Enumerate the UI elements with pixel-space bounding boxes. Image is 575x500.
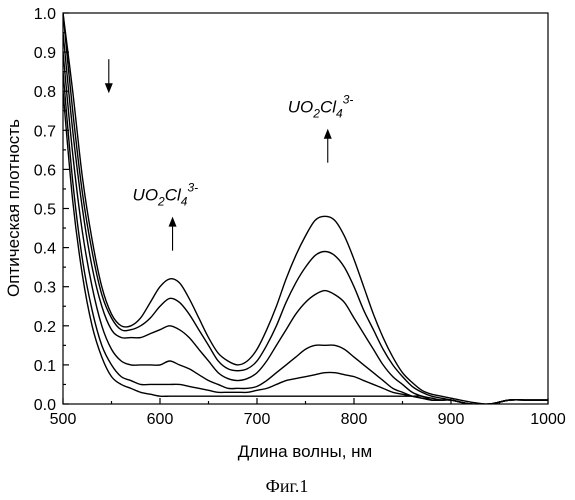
species-label-part: Cl: [165, 186, 182, 205]
spectrum-curves: [63, 13, 548, 404]
x-tick-label: 900: [438, 411, 465, 428]
species-label: UO2Cl43-: [288, 93, 354, 121]
y-tick-label: 0.4: [34, 241, 56, 258]
y-tick-label: 0.9: [34, 45, 56, 62]
y-tick-label: 1.0: [34, 6, 56, 23]
up-arrow-head: [169, 217, 177, 227]
spectrum-line-2: [63, 72, 548, 405]
y-axis-label: Оптическая плотность: [4, 119, 23, 297]
down-arrow-head: [105, 83, 113, 93]
species-label-part: UO: [288, 98, 314, 117]
y-tick-label: 0.2: [34, 319, 56, 336]
x-axis: 5006007008009001000: [50, 398, 566, 428]
y-tick-label: 0.0: [34, 397, 56, 414]
species-label: UO2Cl43-: [133, 181, 199, 209]
spectrum-line-1: [63, 91, 548, 404]
y-tick-label: 0.5: [34, 202, 56, 219]
y-tick-label: 0.3: [34, 280, 56, 297]
x-tick-label: 1000: [530, 411, 566, 428]
figure-caption: Фиг.1: [266, 476, 309, 496]
spectrum-line-6: [63, 13, 548, 404]
species-label-part: 4: [181, 195, 188, 209]
species-label-part: 3-: [343, 93, 354, 107]
y-tick-label: 0.7: [34, 123, 56, 140]
x-tick-label: 600: [147, 411, 174, 428]
y-tick-label: 0.8: [34, 84, 56, 101]
x-tick-label: 700: [244, 411, 271, 428]
annotations: UO2Cl43- UO2Cl43-: [105, 59, 354, 250]
y-tick-label: 0.6: [34, 162, 56, 179]
spectrum-line-5: [63, 13, 548, 404]
x-axis-label: Длина волны, нм: [238, 442, 372, 461]
species-label-part: Cl: [320, 98, 337, 117]
species-label-part: 3-: [187, 181, 198, 195]
species-label-part: 4: [336, 107, 343, 121]
up-arrow-head: [324, 129, 332, 139]
x-tick-label: 800: [341, 411, 368, 428]
species-label-part: UO: [133, 186, 159, 205]
plot-frame: [63, 13, 548, 404]
y-tick-label: 0.1: [34, 358, 56, 375]
